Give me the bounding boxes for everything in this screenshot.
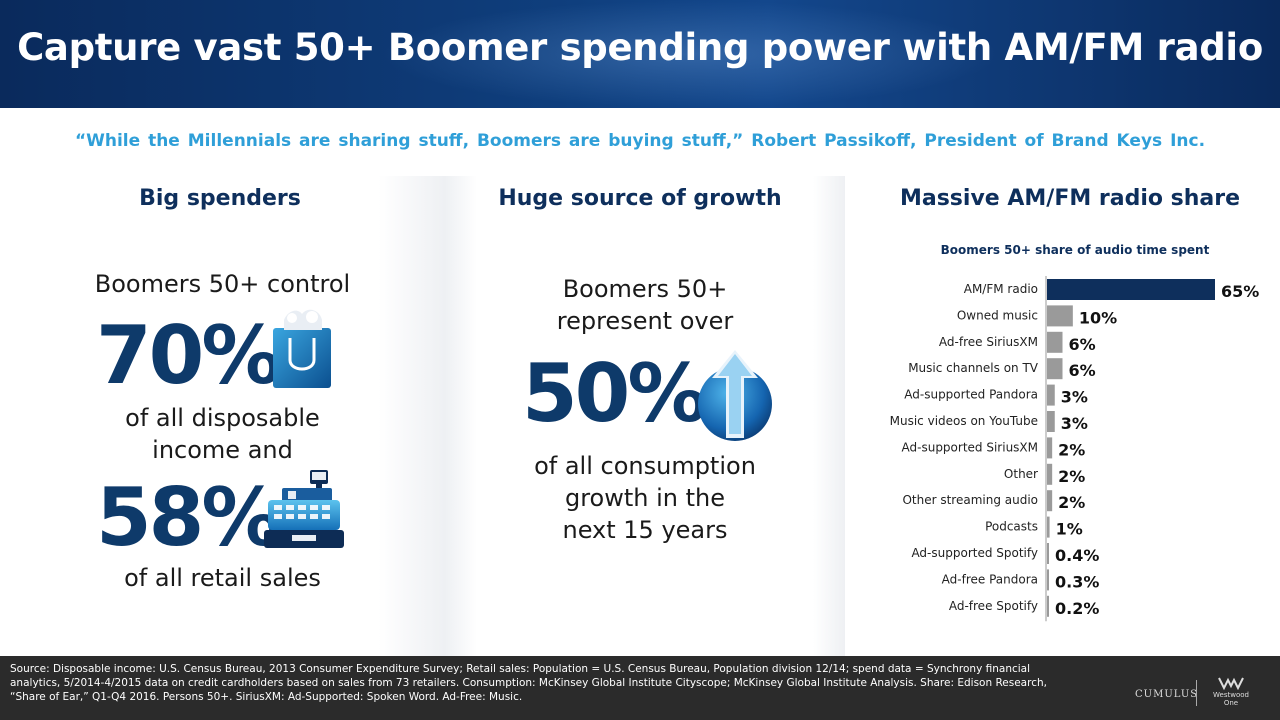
value-label: 2% bbox=[1058, 493, 1085, 512]
value-label: 1% bbox=[1056, 520, 1083, 539]
westwood-one-mark-icon bbox=[1218, 677, 1244, 690]
left-line-2a: of all disposable bbox=[125, 404, 320, 432]
middle-column-panel bbox=[445, 176, 845, 656]
value-label: 10% bbox=[1079, 308, 1117, 327]
category-label: Music channels on TV bbox=[908, 361, 1039, 375]
bar bbox=[1047, 543, 1049, 564]
footer-bar bbox=[0, 656, 1280, 720]
category-label: Music videos on YouTube bbox=[890, 414, 1038, 428]
westwood-one-text: Westwood One bbox=[1213, 691, 1249, 707]
stat-50-percent: 50% bbox=[522, 347, 707, 440]
left-line-1: Boomers 50+ control bbox=[94, 270, 351, 298]
audio-share-bar-chart: AM/FM radio 65% Owned music 10% Ad-free Siri… bbox=[890, 276, 1259, 622]
bar bbox=[1047, 490, 1053, 512]
header-banner: Capture vast 50+ Boomer spending power w… bbox=[0, 0, 1280, 108]
bar bbox=[1047, 331, 1063, 353]
category-label: Podcasts bbox=[985, 520, 1038, 534]
value-label: 6% bbox=[1069, 361, 1096, 380]
header-glow bbox=[380, 0, 1000, 108]
source-note: Source: Disposable income: U.S. Census B… bbox=[10, 663, 1047, 703]
category-label: Ad-free Spotify bbox=[949, 599, 1038, 613]
cumulus-logo: CUMULUS bbox=[1135, 689, 1199, 700]
left-line-3: of all retail sales bbox=[124, 564, 321, 592]
category-label: Other bbox=[1004, 467, 1038, 481]
middle-line-2a: of all consumption bbox=[534, 452, 756, 480]
value-label: 2% bbox=[1058, 467, 1085, 486]
value-label: 2% bbox=[1058, 440, 1085, 459]
category-label: Ad-free SiriusXM bbox=[939, 335, 1038, 349]
category-label: Ad-supported Spotify bbox=[911, 546, 1038, 560]
category-label: Other streaming audio bbox=[902, 493, 1038, 507]
middle-line-1a: Boomers 50+ bbox=[562, 275, 728, 303]
radio-share-heading: Massive AM/FM radio share bbox=[899, 186, 1241, 211]
growth-arrow-icon bbox=[698, 350, 772, 441]
category-label: Ad-free Pandora bbox=[942, 572, 1038, 586]
category-label: Owned music bbox=[957, 308, 1038, 322]
westwood-one-logo: Westwood One bbox=[1206, 676, 1256, 707]
bar bbox=[1047, 437, 1053, 459]
cash-register-icon bbox=[264, 470, 344, 548]
category-label: Ad-supported SiriusXM bbox=[902, 440, 1038, 454]
bar bbox=[1047, 411, 1055, 432]
middle-line-2b: growth in the bbox=[564, 484, 726, 512]
value-label: 0.3% bbox=[1055, 572, 1099, 591]
chart-title: Boomers 50+ share of audio time spent bbox=[940, 243, 1210, 257]
middle-line-2c: next 15 years bbox=[562, 516, 728, 544]
bar bbox=[1047, 595, 1049, 617]
left-line-2b: income and bbox=[152, 436, 293, 464]
left-column-panel bbox=[0, 176, 445, 656]
value-label: 0.4% bbox=[1055, 546, 1099, 565]
bar bbox=[1047, 463, 1053, 485]
middle-line-1b: represent over bbox=[556, 307, 734, 335]
bar bbox=[1047, 516, 1050, 538]
value-label: 3% bbox=[1061, 414, 1088, 433]
stat-58-percent: 58% bbox=[96, 471, 281, 564]
big-spenders-heading: Big spenders bbox=[139, 186, 301, 211]
bar bbox=[1047, 569, 1049, 591]
value-label: 3% bbox=[1061, 388, 1088, 407]
page-title: Capture vast 50+ Boomer spending power w… bbox=[17, 26, 1263, 69]
value-label: 65% bbox=[1221, 282, 1259, 301]
logo-divider bbox=[1196, 680, 1197, 706]
value-label: 0.2% bbox=[1055, 599, 1099, 618]
bar bbox=[1047, 384, 1055, 406]
value-label: 6% bbox=[1069, 335, 1096, 354]
quote-text: “While the Millennials are sharing stuff… bbox=[74, 131, 1206, 151]
bar bbox=[1047, 305, 1073, 327]
category-label: AM/FM radio bbox=[964, 282, 1038, 296]
bar bbox=[1047, 358, 1063, 380]
shopping-bag-icon bbox=[273, 309, 331, 388]
growth-heading: Huge source of growth bbox=[498, 186, 782, 211]
bar bbox=[1047, 279, 1215, 300]
category-label: Ad-supported Pandora bbox=[904, 388, 1038, 402]
stat-70-percent: 70% bbox=[96, 309, 281, 402]
